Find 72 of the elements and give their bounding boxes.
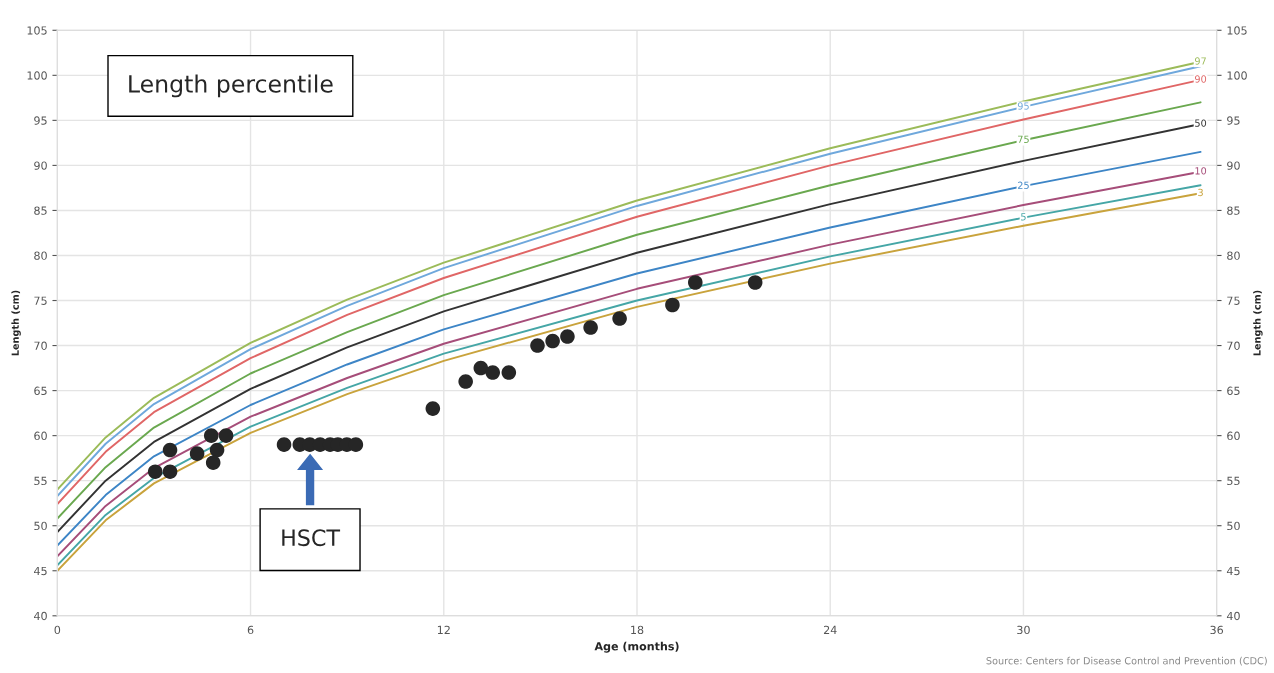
series-label: 75	[1018, 135, 1029, 143]
point	[747, 275, 763, 290]
y2-tick-label: 45	[1226, 566, 1240, 576]
series-label: 10	[1195, 167, 1207, 175]
y2-tick-label: 55	[1227, 476, 1240, 486]
series-label: 25	[1017, 181, 1029, 189]
point	[501, 365, 517, 380]
point	[276, 437, 292, 452]
x-tick-label: 18	[631, 625, 644, 635]
y-tick-label: 80	[34, 251, 47, 260]
y2-tick-label: 90	[1227, 161, 1240, 170]
point	[473, 360, 489, 376]
series-label: 5	[1021, 213, 1026, 221]
x-axis-title: Age (months)	[594, 641, 679, 653]
series-label: 90	[1194, 75, 1207, 83]
y2-tick-label: 100	[1227, 71, 1247, 80]
annotation: HSCT	[282, 529, 341, 547]
y2-tick-label: 105	[1227, 26, 1247, 35]
y-axis-title: Length (cm)	[11, 290, 21, 356]
point	[612, 311, 627, 326]
y2-tick-label: 65	[1227, 386, 1240, 395]
x-tick-label: 24	[823, 625, 837, 634]
y-tick-label: 90	[34, 161, 47, 170]
x-tick-label: 30	[1017, 625, 1030, 635]
y2-tick-label: 95	[1227, 116, 1240, 125]
point	[485, 365, 501, 380]
y2-tick-label: 40	[1226, 611, 1240, 621]
point	[189, 446, 205, 461]
x-tick-label: 0	[54, 625, 61, 635]
point	[203, 428, 219, 443]
point	[162, 464, 178, 479]
y2-tick-label: 70	[1227, 341, 1240, 350]
series-label: 95	[1017, 102, 1029, 110]
point	[209, 442, 225, 458]
y-tick-label: 55	[34, 476, 47, 486]
point	[218, 428, 234, 443]
series-label: 50	[1195, 119, 1207, 127]
point	[205, 455, 221, 470]
annotation: Length percentile	[129, 74, 333, 98]
point	[583, 320, 598, 335]
y2-tick-label: 85	[1227, 206, 1240, 215]
series-label: 3	[1198, 188, 1203, 197]
y2-tick-label: 75	[1227, 296, 1240, 305]
y-tick-label: 70	[34, 341, 47, 350]
y-tick-label: 45	[34, 566, 47, 576]
y2-tick-label: 50	[1227, 521, 1240, 531]
x-tick-label: 36	[1210, 625, 1224, 635]
y-tick-label: 85	[34, 206, 47, 215]
y2-tick-label: 80	[1227, 251, 1240, 260]
series-label: 97	[1194, 57, 1206, 65]
y-tick-label: 105	[27, 26, 47, 35]
point	[530, 338, 545, 353]
point	[545, 333, 560, 349]
point	[688, 275, 703, 290]
y-tick-label: 60	[34, 431, 47, 441]
y-tick-label: 100	[27, 71, 47, 80]
point	[425, 401, 441, 416]
point	[458, 374, 473, 389]
source-note: Source: Centers for Disease Control and Prevention (CDC)	[986, 656, 1267, 666]
x-tick-label: 6	[247, 625, 254, 635]
point	[147, 464, 163, 479]
y-tick-label: 75	[34, 296, 47, 305]
y-tick-label: 50	[34, 521, 47, 531]
point	[560, 329, 575, 344]
y2-tick-label: 60	[1227, 431, 1240, 441]
point	[162, 442, 178, 458]
point	[665, 297, 680, 313]
y2-axis-title: Length (cm)	[1253, 290, 1263, 356]
y-tick-label: 65	[34, 386, 47, 395]
y-tick-label: 95	[34, 116, 47, 125]
y-tick-label: 40	[34, 611, 47, 621]
x-tick-label: 12	[437, 625, 450, 634]
